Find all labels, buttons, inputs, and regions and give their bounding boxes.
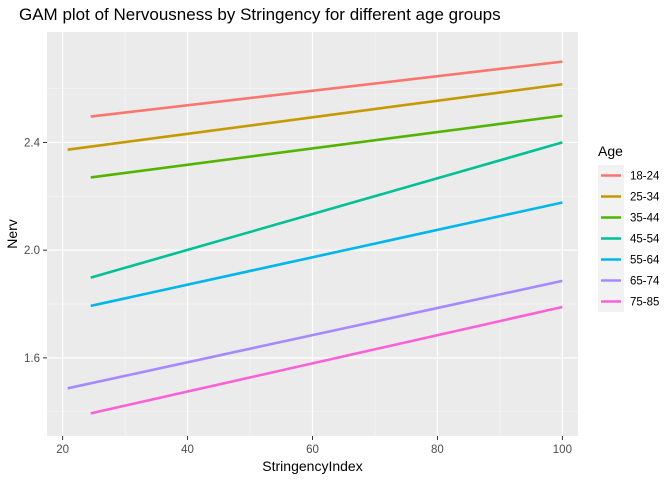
legend-label: 65-74 <box>630 276 660 288</box>
series-line-65-74 <box>67 279 563 390</box>
series-line-45-54 <box>90 141 563 279</box>
series-line-18-24 <box>90 60 563 118</box>
y-axis-title: Nerv <box>4 219 20 249</box>
legend-label: 18-24 <box>630 171 660 183</box>
x-axis: 20 40 60 80 100 <box>56 436 572 456</box>
grid-major <box>47 32 578 436</box>
legend-label: 45-54 <box>630 234 660 246</box>
legend-title: Age <box>598 143 623 159</box>
x-tick-label: 20 <box>56 444 69 456</box>
series-line-25-34 <box>67 82 563 151</box>
chart-title: GAM plot of Nervousness by Stringency fo… <box>19 5 501 24</box>
y-tick-label: 2.4 <box>24 137 41 149</box>
legend-label: 25-34 <box>630 192 660 204</box>
x-axis-title: StringencyIndex <box>262 458 362 474</box>
y-axis: 1.6 2.0 2.4 <box>24 137 47 365</box>
series-line-35-44 <box>90 114 563 179</box>
x-tick-label: 80 <box>431 444 444 456</box>
legend-label: 55-64 <box>630 255 660 267</box>
x-tick-label: 40 <box>181 444 194 456</box>
legend-label: 75-85 <box>630 297 659 309</box>
legend-label: 35-44 <box>630 213 660 225</box>
x-tick-label: 100 <box>553 444 572 456</box>
series-line-55-64 <box>90 201 563 308</box>
x-tick-label: 60 <box>306 444 319 456</box>
series-lines <box>67 60 563 415</box>
y-tick-label: 2.0 <box>24 245 40 257</box>
legend: Age 18-24 25-34 35-44 45-54 55-64 65-74 75-85 <box>598 143 660 312</box>
series-line-75-85 <box>90 305 563 415</box>
y-tick-label: 1.6 <box>24 353 40 365</box>
